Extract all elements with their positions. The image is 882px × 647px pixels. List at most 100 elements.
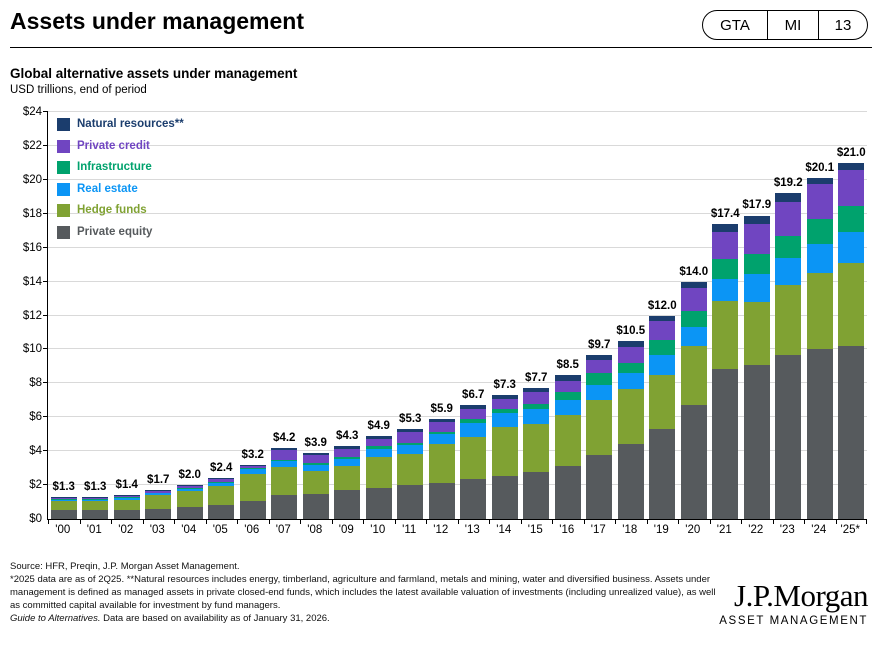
- y-axis-label: $16: [22, 241, 42, 254]
- bar-segment: [50, 499, 77, 502]
- bar-00: [50, 497, 77, 519]
- bar-segment: [743, 223, 770, 254]
- gridline: [48, 416, 867, 418]
- x-axis-tick: [457, 519, 459, 524]
- bar-segment: [649, 429, 676, 519]
- bar-11: [397, 429, 424, 519]
- badge-tab-mi[interactable]: MI: [767, 11, 818, 39]
- bar-segment: [82, 497, 109, 500]
- bar-value-label: $9.7: [588, 338, 611, 351]
- y-axis-tick: [43, 484, 48, 486]
- gridline: [48, 450, 867, 452]
- bar-segment: [397, 431, 424, 443]
- bar-segment: [428, 434, 455, 445]
- bar-segment: [838, 346, 865, 519]
- y-axis-label: $18: [22, 207, 42, 220]
- bar-value-label: $7.7: [525, 372, 548, 385]
- bar-segment: [113, 495, 140, 497]
- x-axis-label: '13: [464, 524, 480, 536]
- bar-value-label: $5.9: [430, 402, 453, 415]
- x-axis-label: '22: [748, 524, 764, 536]
- bar-segment: [113, 499, 140, 510]
- bar-segment: [176, 507, 203, 519]
- bar-13: [460, 405, 487, 519]
- bar-segment: [428, 444, 455, 484]
- y-axis-tick: [43, 144, 48, 146]
- x-axis-label: '09: [338, 524, 354, 536]
- bar-segment: [460, 418, 487, 424]
- gridline: [48, 484, 867, 486]
- bar-segment: [208, 478, 235, 480]
- bar-segment: [491, 475, 518, 519]
- x-axis-tick: [678, 519, 679, 524]
- bar-23: [775, 193, 802, 519]
- bar-segment: [302, 493, 329, 519]
- bar-segment: [334, 490, 361, 519]
- bar-segment: [50, 497, 77, 498]
- legend-swatch-icon: [57, 118, 70, 132]
- page-title: Assets under management: [10, 8, 304, 34]
- y-axis-label: $24: [22, 106, 42, 118]
- x-axis-tick: [394, 519, 396, 524]
- bar-19: [649, 315, 676, 519]
- bar-segment: [428, 483, 455, 519]
- bar-segment: [775, 285, 802, 355]
- bar-segment: [82, 509, 109, 519]
- bar-25: [838, 162, 865, 519]
- bar-segment: [680, 287, 707, 312]
- y-axis-label: $22: [22, 139, 42, 152]
- bar-value-label: $6.7: [462, 389, 485, 402]
- bar-segment: [145, 491, 172, 493]
- bar-segment: [838, 162, 865, 170]
- bar-segment: [806, 349, 833, 519]
- bar-segment: [743, 301, 770, 365]
- bar-segment: [334, 446, 361, 449]
- legend-label: Private credit: [77, 139, 150, 152]
- x-axis-tick: [646, 519, 648, 524]
- y-axis-tick: [43, 416, 48, 418]
- badge-tab-gta[interactable]: GTA: [720, 16, 750, 34]
- bar-segment: [145, 495, 172, 509]
- bar-segment: [113, 497, 140, 500]
- legend-swatch-icon: [57, 225, 70, 239]
- bar-segment: [239, 474, 266, 502]
- bar-segment: [680, 311, 707, 327]
- bar-segment: [145, 492, 172, 494]
- bar-segment: [460, 405, 487, 409]
- bar-segment: [743, 253, 770, 274]
- bar-segment: [806, 273, 833, 350]
- bar-segment: [680, 405, 707, 519]
- x-axis-label: '03: [149, 524, 165, 536]
- badge-tab-13[interactable]: 13: [818, 11, 867, 39]
- bar-value-label: $2.0: [178, 469, 201, 482]
- bar-segment: [838, 206, 865, 232]
- bar-05: [208, 478, 235, 519]
- bar-segment: [208, 481, 235, 483]
- legend-swatch-icon: [57, 182, 70, 196]
- legend-item: Real estate: [57, 179, 184, 201]
- bar-segment: [176, 488, 203, 492]
- x-axis-tick: [772, 519, 774, 524]
- bar-segment: [712, 368, 739, 519]
- bar-segment: [554, 374, 581, 381]
- stacked-bar-chart-plot-area: $1.3 $1.3 $1.4 $1.7 $2.0 $2.4 $3.2 $4.2 $3.9 $4.3…: [43, 111, 867, 524]
- bar-segment: [554, 391, 581, 401]
- bar-segment: [113, 509, 140, 519]
- bar-segment: [617, 363, 644, 374]
- x-axis-label: '11: [402, 524, 417, 536]
- gridline: [48, 111, 867, 112]
- bar-07: [271, 447, 298, 519]
- bar-value-label: $4.9: [367, 419, 390, 432]
- x-axis-label: '08: [307, 524, 323, 536]
- bar-value-label: $7.3: [493, 379, 516, 392]
- legend-label: Private equity: [77, 225, 153, 238]
- x-axis-tick: [552, 519, 553, 524]
- source-line: Source: HFR, Preqin, J.P. Morgan Asset M…: [10, 561, 240, 572]
- x-axis-label: '02: [118, 524, 134, 536]
- y-axis-tick: [43, 178, 48, 180]
- bar-01: [82, 497, 109, 519]
- bar-22: [743, 215, 770, 519]
- x-axis-tick: [331, 519, 333, 524]
- bar-segment: [775, 354, 802, 519]
